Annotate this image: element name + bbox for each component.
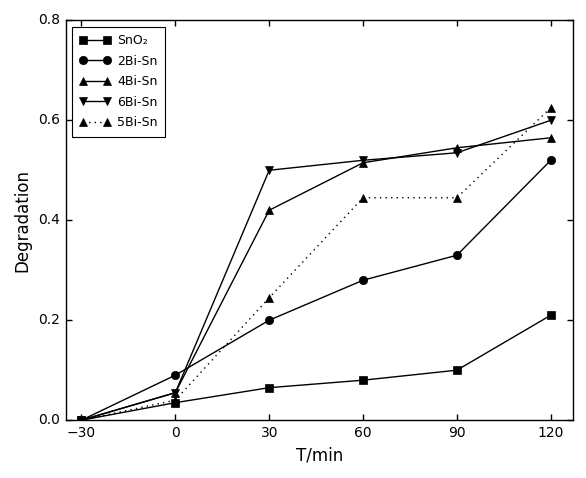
4Bi-Sn <box>78 417 85 423</box>
Legend: SnO₂, 2Bi-Sn, 4Bi-Sn, 6Bi-Sn, 5Bi-Sn: SnO₂, 2Bi-Sn, 4Bi-Sn, 6Bi-Sn, 5Bi-Sn <box>72 27 165 137</box>
4Bi-Sn <box>360 160 367 166</box>
2Bi-Sn <box>78 417 85 423</box>
4Bi-Sn <box>265 207 272 213</box>
2Bi-Sn <box>265 317 272 323</box>
2Bi-Sn <box>547 157 554 163</box>
Line: 2Bi-Sn: 2Bi-Sn <box>77 156 555 424</box>
6Bi-Sn <box>454 150 461 156</box>
6Bi-Sn <box>172 390 179 396</box>
6Bi-Sn <box>78 417 85 423</box>
2Bi-Sn <box>360 277 367 283</box>
SnO₂ <box>78 417 85 423</box>
SnO₂ <box>360 377 367 383</box>
Line: 6Bi-Sn: 6Bi-Sn <box>77 116 555 424</box>
SnO₂ <box>454 367 461 373</box>
4Bi-Sn <box>454 145 461 151</box>
5Bi-Sn <box>78 417 85 423</box>
SnO₂ <box>265 385 272 391</box>
Line: 4Bi-Sn: 4Bi-Sn <box>77 134 555 424</box>
Y-axis label: Degradation: Degradation <box>13 169 31 272</box>
2Bi-Sn <box>454 252 461 258</box>
Line: 5Bi-Sn: 5Bi-Sn <box>77 104 555 424</box>
6Bi-Sn <box>547 118 554 123</box>
4Bi-Sn <box>172 390 179 396</box>
Line: SnO₂: SnO₂ <box>77 311 555 424</box>
X-axis label: T/min: T/min <box>295 446 343 465</box>
4Bi-Sn <box>547 135 554 141</box>
SnO₂ <box>172 400 179 405</box>
5Bi-Sn <box>547 105 554 111</box>
5Bi-Sn <box>454 195 461 201</box>
6Bi-Sn <box>265 167 272 173</box>
5Bi-Sn <box>172 397 179 403</box>
5Bi-Sn <box>360 195 367 201</box>
6Bi-Sn <box>360 157 367 163</box>
2Bi-Sn <box>172 372 179 378</box>
SnO₂ <box>547 312 554 318</box>
5Bi-Sn <box>265 295 272 301</box>
